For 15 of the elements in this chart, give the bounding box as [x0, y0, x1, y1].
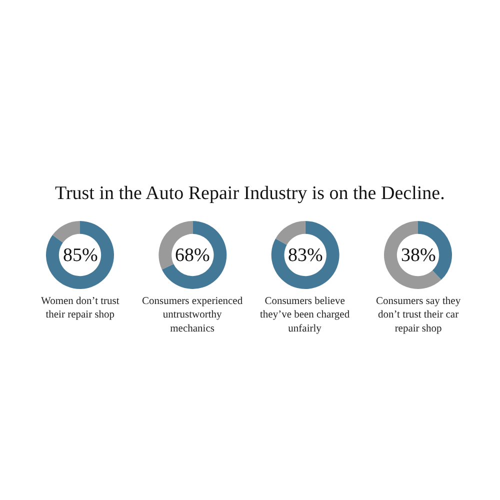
donut-slice — [46, 221, 114, 289]
text: Consumers experienced untrustworthy mechanics — [142, 296, 244, 334]
text: Consumers believe they’ve been charged unfairly — [260, 296, 350, 334]
text: Women don’t trust their repair shop — [41, 296, 120, 321]
data-label: 38% — [401, 245, 436, 266]
data-label: 83% — [288, 245, 323, 266]
data-label: 85% — [63, 245, 98, 266]
text: Consumers say they don’t trust their car repair shop — [376, 296, 462, 334]
data-label: 68% — [175, 245, 210, 266]
donut-slice — [384, 221, 442, 289]
donut-slice — [52, 221, 80, 243]
donut-slice — [276, 221, 306, 245]
donut-slice — [271, 221, 340, 289]
donut-slice — [162, 221, 227, 289]
text: Trust in the Auto Repair Industry is on the Decline. — [55, 183, 445, 204]
